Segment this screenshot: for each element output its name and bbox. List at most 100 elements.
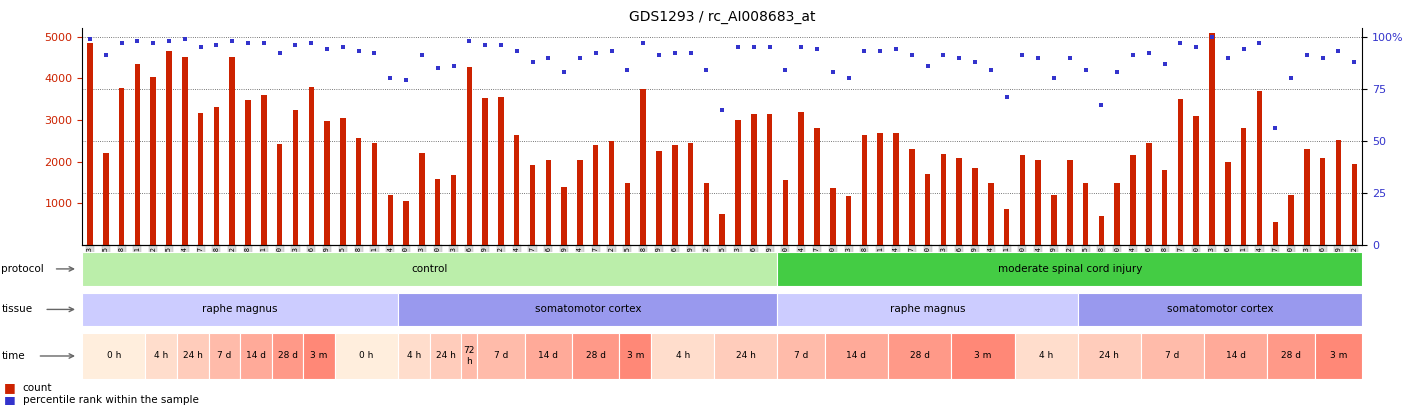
Point — [775, 67, 797, 73]
Bar — [372, 143, 377, 245]
Point — [110, 40, 133, 46]
Point — [1011, 52, 1034, 59]
Bar — [640, 89, 646, 245]
Bar — [450, 175, 456, 245]
Bar — [704, 183, 709, 245]
Point — [1170, 40, 1192, 46]
Text: 4 h: 4 h — [1039, 352, 1054, 360]
Text: 14 d: 14 d — [538, 352, 558, 360]
Bar — [777, 293, 1078, 326]
Bar — [1163, 170, 1167, 245]
Point — [537, 54, 559, 61]
Point — [1201, 34, 1223, 40]
Text: percentile rank within the sample: percentile rank within the sample — [23, 395, 198, 405]
Bar — [466, 67, 472, 245]
Bar — [245, 100, 251, 245]
Bar — [462, 333, 477, 379]
Bar — [799, 112, 804, 245]
Bar — [1051, 195, 1056, 245]
Point — [964, 58, 987, 65]
Bar — [430, 333, 462, 379]
Point — [331, 44, 354, 50]
Bar — [952, 333, 1014, 379]
Bar — [214, 107, 219, 245]
Point — [1027, 54, 1049, 61]
Text: 3 m: 3 m — [1330, 352, 1347, 360]
Bar — [750, 114, 756, 245]
Bar — [435, 179, 440, 245]
Point — [506, 48, 528, 55]
Bar — [1020, 156, 1025, 245]
Point — [126, 38, 149, 44]
Point — [1042, 75, 1065, 81]
Bar — [714, 333, 777, 379]
Text: 28 d: 28 d — [586, 352, 606, 360]
Text: 28 d: 28 d — [278, 352, 297, 360]
Bar — [1078, 333, 1141, 379]
Bar — [388, 195, 394, 245]
Bar — [925, 174, 930, 245]
Bar — [1194, 116, 1199, 245]
Text: 24 h: 24 h — [736, 352, 756, 360]
Text: 0 h: 0 h — [360, 352, 374, 360]
Point — [426, 65, 449, 71]
Bar — [404, 201, 409, 245]
Text: 4 h: 4 h — [154, 352, 169, 360]
Text: somatomotor cortex: somatomotor cortex — [1167, 305, 1273, 314]
Text: control: control — [412, 264, 447, 274]
Point — [521, 58, 544, 65]
Text: ■: ■ — [4, 394, 16, 405]
Bar — [336, 333, 398, 379]
Text: 24 h: 24 h — [183, 352, 202, 360]
Bar — [261, 95, 266, 245]
Point — [1264, 125, 1287, 132]
Point — [490, 42, 513, 48]
Bar — [656, 151, 661, 245]
Point — [205, 42, 228, 48]
Text: 14 d: 14 d — [246, 352, 266, 360]
Point — [1327, 48, 1349, 55]
Text: 3 m: 3 m — [974, 352, 991, 360]
Bar — [572, 333, 619, 379]
Text: GDS1293 / rc_AI008683_at: GDS1293 / rc_AI008683_at — [629, 10, 816, 24]
Bar — [530, 165, 535, 245]
Bar — [166, 51, 171, 245]
Point — [885, 46, 908, 52]
Text: 28 d: 28 d — [909, 352, 930, 360]
Point — [947, 54, 970, 61]
Bar — [940, 154, 946, 245]
Text: protocol: protocol — [1, 264, 44, 274]
Point — [1059, 54, 1082, 61]
Point — [616, 67, 639, 73]
Text: raphe magnus: raphe magnus — [889, 305, 966, 314]
Bar — [340, 117, 346, 245]
Bar — [783, 179, 789, 245]
Bar — [878, 133, 884, 245]
Point — [569, 54, 592, 61]
Point — [142, 40, 164, 46]
Bar — [477, 333, 524, 379]
Point — [1153, 60, 1175, 67]
Point — [1137, 50, 1160, 57]
Point — [457, 38, 480, 44]
Text: 72
h: 72 h — [463, 346, 474, 366]
Bar — [673, 145, 677, 245]
Bar — [956, 158, 961, 245]
Bar — [103, 153, 109, 245]
Bar — [293, 110, 299, 245]
Bar — [1014, 333, 1078, 379]
Point — [821, 69, 844, 75]
Bar — [619, 333, 651, 379]
Text: 4 h: 4 h — [675, 352, 690, 360]
Bar — [119, 87, 125, 245]
Bar — [1320, 158, 1325, 245]
Bar — [1178, 99, 1184, 245]
Bar — [355, 139, 361, 245]
Bar — [1304, 149, 1310, 245]
Text: raphe magnus: raphe magnus — [202, 305, 278, 314]
Bar — [893, 132, 899, 245]
Point — [1280, 75, 1303, 81]
Bar — [1267, 333, 1315, 379]
Bar — [719, 214, 725, 245]
Bar — [514, 135, 520, 245]
